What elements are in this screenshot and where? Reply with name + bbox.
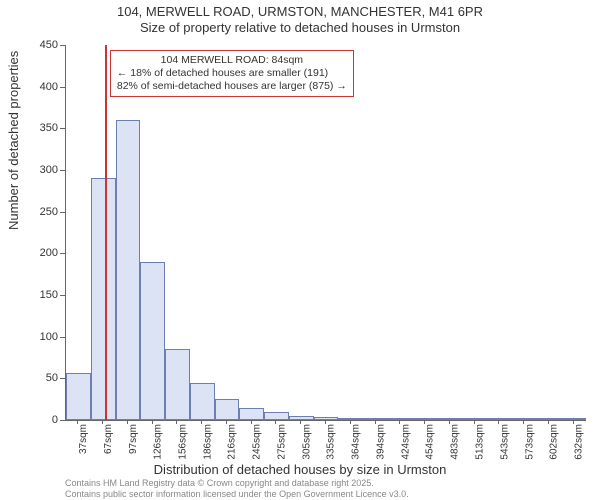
x-tick-label: 275sqm	[276, 424, 287, 460]
y-tick-label: 250	[8, 206, 58, 218]
x-tick-wrap: 454sqm	[424, 424, 425, 425]
x-tick-wrap: 573sqm	[523, 424, 524, 425]
x-tick-wrap: 424sqm	[399, 424, 400, 425]
x-tick-wrap: 364sqm	[350, 424, 351, 425]
x-tick-wrap: 216sqm	[226, 424, 227, 425]
callout-smaller: ← 18% of detached houses are smaller (19…	[117, 67, 347, 80]
x-tick-label: 394sqm	[376, 424, 387, 460]
x-tick-label: 126sqm	[153, 424, 164, 460]
y-axis-title: Number of detached properties	[6, 51, 21, 230]
y-tick	[60, 170, 66, 171]
histogram-bar	[165, 349, 190, 420]
histogram-bar	[561, 418, 586, 420]
y-tick-label: 300	[8, 164, 58, 176]
y-tick	[60, 295, 66, 296]
marker-line	[105, 45, 107, 420]
x-tick-label: 424sqm	[400, 424, 411, 460]
histogram-bar	[140, 262, 165, 420]
x-tick-wrap: 602sqm	[548, 424, 549, 425]
x-tick-wrap: 156sqm	[176, 424, 177, 425]
histogram-bar	[91, 178, 116, 420]
y-tick	[60, 337, 66, 338]
x-tick-label: 37sqm	[78, 424, 89, 454]
footer-attribution: Contains HM Land Registry data © Crown c…	[65, 478, 409, 500]
histogram-bar	[338, 418, 363, 421]
footer-line-1: Contains HM Land Registry data © Crown c…	[65, 478, 409, 489]
x-tick-wrap: 126sqm	[152, 424, 153, 425]
x-tick-label: 513sqm	[475, 424, 486, 460]
x-tick-label: 156sqm	[177, 424, 188, 460]
x-tick-wrap: 305sqm	[300, 424, 301, 425]
x-tick-label: 454sqm	[425, 424, 436, 460]
x-tick-wrap: 335sqm	[325, 424, 326, 425]
callout-larger: 82% of semi-detached houses are larger (…	[117, 80, 347, 93]
x-tick-label: 67sqm	[103, 424, 114, 454]
x-tick-wrap: 275sqm	[275, 424, 276, 425]
x-tick-label: 543sqm	[499, 424, 510, 460]
y-tick	[60, 87, 66, 88]
marker-callout: 104 MERWELL ROAD: 84sqm ← 18% of detache…	[110, 50, 354, 97]
plot-area	[65, 45, 586, 421]
y-tick	[60, 253, 66, 254]
y-tick-label: 400	[8, 81, 58, 93]
x-tick-label: 97sqm	[128, 424, 139, 454]
histogram-bar	[462, 418, 487, 420]
title-line-2: Size of property relative to detached ho…	[0, 20, 600, 36]
y-tick-label: 150	[8, 289, 58, 301]
x-tick-label: 305sqm	[301, 424, 312, 460]
x-tick-wrap: 186sqm	[201, 424, 202, 425]
y-tick	[60, 420, 66, 421]
y-tick-label: 100	[8, 331, 58, 343]
histogram-bar	[215, 399, 240, 420]
histogram-bar	[190, 383, 215, 421]
x-tick-wrap: 483sqm	[449, 424, 450, 425]
y-tick-label: 0	[8, 414, 58, 426]
x-axis-title: Distribution of detached houses by size …	[0, 462, 600, 477]
x-tick-label: 186sqm	[202, 424, 213, 460]
y-tick	[60, 212, 66, 213]
y-tick	[60, 45, 66, 46]
x-tick-wrap: 632sqm	[573, 424, 574, 425]
y-tick-label: 200	[8, 247, 58, 259]
x-tick-label: 216sqm	[227, 424, 238, 460]
y-tick-label: 450	[8, 39, 58, 51]
x-tick-label: 245sqm	[252, 424, 263, 460]
x-tick-label: 602sqm	[549, 424, 560, 460]
histogram-bar	[264, 412, 289, 420]
x-tick-label: 335sqm	[326, 424, 337, 460]
x-tick-label: 483sqm	[450, 424, 461, 460]
x-tick-label: 364sqm	[351, 424, 362, 460]
histogram-bar	[116, 120, 141, 420]
x-tick-wrap: 37sqm	[77, 424, 78, 425]
y-tick-label: 350	[8, 122, 58, 134]
x-tick-wrap: 67sqm	[102, 424, 103, 425]
x-tick-wrap: 543sqm	[498, 424, 499, 425]
x-tick-wrap: 97sqm	[127, 424, 128, 425]
histogram-bar	[363, 418, 388, 421]
x-tick-label: 632sqm	[574, 424, 585, 460]
histogram-bar	[66, 373, 91, 420]
callout-title: 104 MERWELL ROAD: 84sqm	[117, 54, 347, 67]
y-tick	[60, 128, 66, 129]
x-tick-wrap: 245sqm	[251, 424, 252, 425]
histogram-bar	[437, 418, 462, 420]
histogram-bar	[536, 418, 561, 420]
histogram-bar	[239, 408, 264, 421]
y-tick-label: 50	[8, 372, 58, 384]
title-line-1: 104, MERWELL ROAD, URMSTON, MANCHESTER, …	[0, 4, 600, 20]
x-tick-label: 573sqm	[524, 424, 535, 460]
chart-container: 104, MERWELL ROAD, URMSTON, MANCHESTER, …	[0, 0, 600, 500]
chart-title: 104, MERWELL ROAD, URMSTON, MANCHESTER, …	[0, 4, 600, 36]
footer-line-2: Contains public sector information licen…	[65, 489, 409, 500]
x-tick-wrap: 513sqm	[474, 424, 475, 425]
x-tick-wrap: 394sqm	[375, 424, 376, 425]
